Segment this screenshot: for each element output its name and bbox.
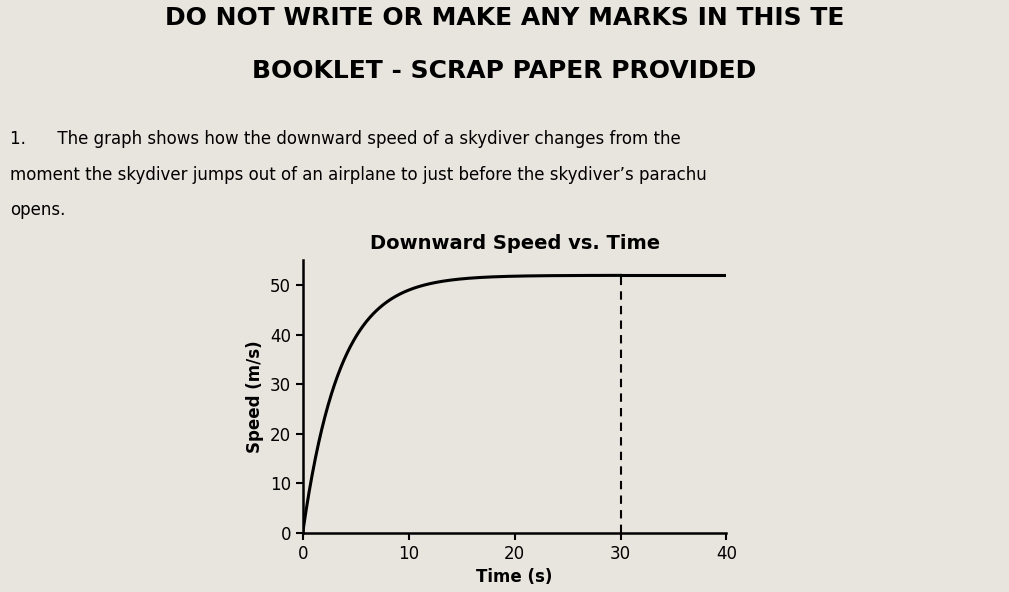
X-axis label: Time (s): Time (s): [476, 568, 553, 586]
Title: Downward Speed vs. Time: Downward Speed vs. Time: [369, 234, 660, 253]
Y-axis label: Speed (m/s): Speed (m/s): [246, 340, 264, 453]
Text: moment the skydiver jumps out of an airplane to just before the skydiver’s parac: moment the skydiver jumps out of an airp…: [10, 166, 707, 184]
Text: BOOKLET - SCRAP PAPER PROVIDED: BOOKLET - SCRAP PAPER PROVIDED: [252, 59, 757, 83]
Text: opens.: opens.: [10, 201, 66, 219]
Text: DO NOT WRITE OR MAKE ANY MARKS IN THIS TE: DO NOT WRITE OR MAKE ANY MARKS IN THIS T…: [164, 6, 845, 30]
Text: 1.      The graph shows how the downward speed of a skydiver changes from the: 1. The graph shows how the downward spee…: [10, 130, 681, 148]
